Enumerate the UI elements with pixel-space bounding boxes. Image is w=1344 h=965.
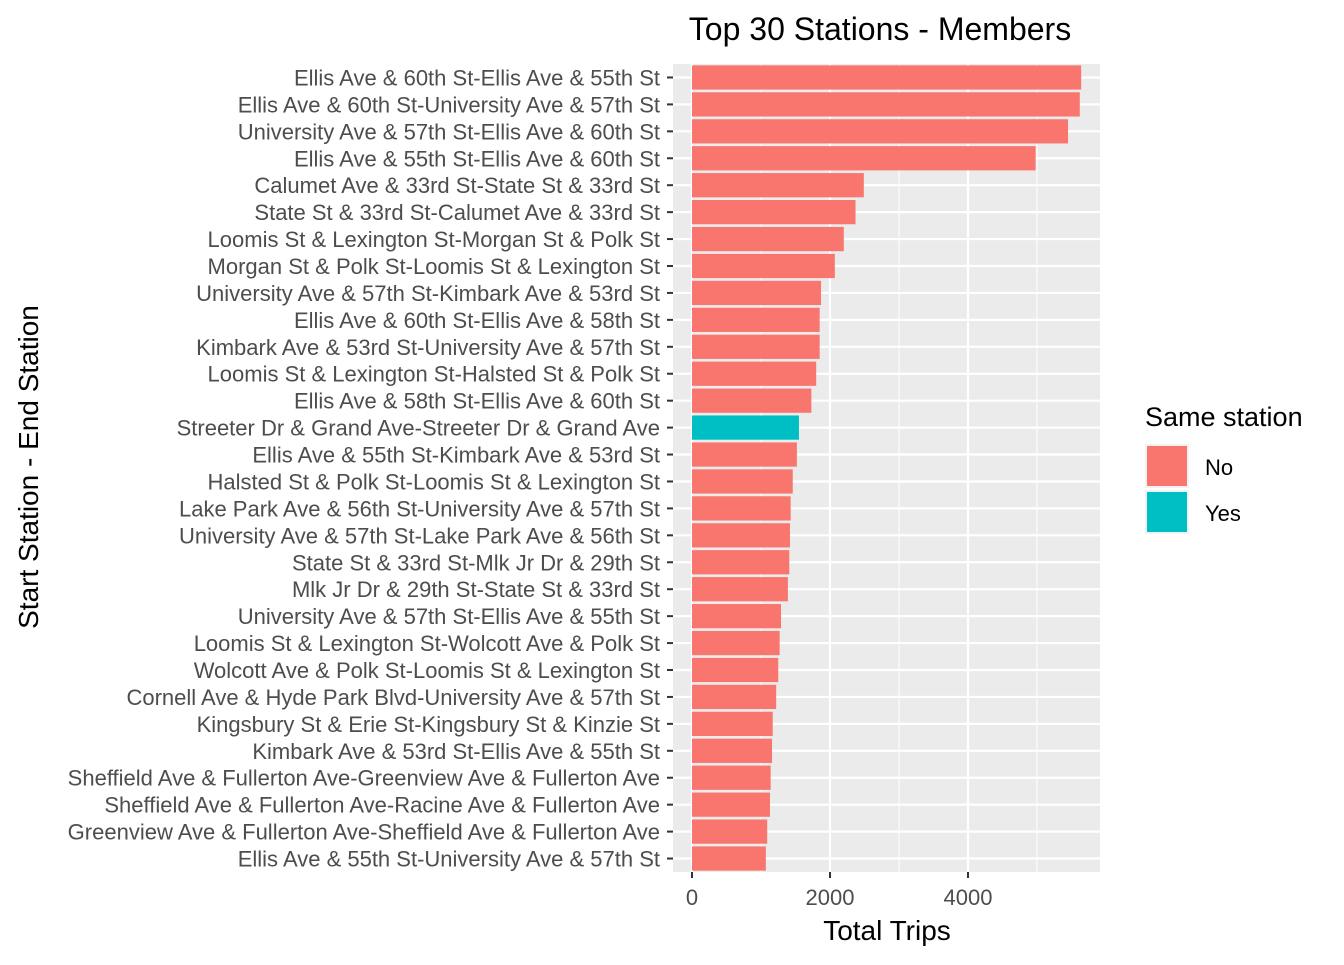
y-axis-label: Start Station - End Station	[13, 305, 44, 629]
x-axis: 0 2000 4000	[686, 872, 993, 910]
bar	[692, 226, 844, 252]
y-tick-label: University Ave & 57th St-Kimbark Ave & 5…	[196, 281, 660, 306]
bar	[692, 819, 768, 844]
y-tick-label: University Ave & 57th St-Lake Park Ave &…	[179, 523, 660, 548]
y-tick-label: Ellis Ave & 55th St-University Ave & 57t…	[238, 847, 660, 872]
legend-key-swatch	[1147, 492, 1187, 532]
bar	[692, 415, 799, 440]
bar	[692, 523, 790, 548]
y-tick-label: Mlk Jr Dr & 29th St-State St & 33rd St	[292, 577, 660, 602]
bar	[692, 361, 817, 386]
bars-group	[692, 65, 1082, 871]
bar	[692, 173, 864, 198]
bar	[692, 792, 770, 817]
legend-label: No	[1205, 455, 1233, 480]
y-tick-label: Ellis Ave & 58th St-Ellis Ave & 60th St	[294, 389, 660, 414]
y-tick-label: Loomis St & Lexington St-Morgan St & Pol…	[208, 227, 660, 252]
bar	[692, 550, 790, 575]
bar	[692, 496, 791, 521]
y-tick-label: Kimbark Ave & 53rd St-Ellis Ave & 55th S…	[252, 739, 660, 764]
chart-title: Top 30 Stations - Members	[689, 11, 1071, 47]
bar	[692, 469, 793, 494]
bar	[692, 307, 820, 332]
y-tick-label: University Ave & 57th St-Ellis Ave & 55t…	[238, 604, 660, 629]
y-tick-label: Loomis St & Lexington St-Halsted St & Po…	[208, 362, 660, 387]
y-tick-label: Kingsbury St & Erie St-Kingsbury St & Ki…	[197, 712, 660, 737]
y-tick-label: Sheffield Ave & Fullerton Ave-Racine Ave…	[104, 793, 660, 818]
y-axis: Ellis Ave & 60th St-Ellis Ave & 55th StE…	[68, 65, 673, 872]
bar	[692, 388, 812, 413]
bar	[692, 657, 779, 683]
y-tick-label: Morgan St & Polk St-Loomis St & Lexingto…	[208, 254, 660, 279]
x-tick-label: 0	[686, 885, 698, 910]
bar	[692, 442, 797, 467]
bar	[692, 846, 766, 871]
bar	[692, 146, 1036, 171]
y-tick-label: Ellis Ave & 60th St-Ellis Ave & 55th St	[294, 65, 660, 90]
bar	[692, 604, 782, 629]
legend: Same station No Yes	[1145, 402, 1303, 534]
bar	[692, 684, 777, 710]
y-tick-label: Greenview Ave & Fullerton Ave-Sheffield …	[68, 820, 660, 845]
bar	[692, 765, 771, 790]
bar	[692, 711, 773, 736]
bar	[692, 630, 780, 656]
y-tick-label: Kimbark Ave & 53rd St-University Ave & 5…	[196, 335, 660, 360]
y-tick-label: Ellis Ave & 60th St-University Ave & 57t…	[238, 92, 660, 117]
y-tick-label: University Ave & 57th St-Ellis Ave & 60t…	[238, 119, 660, 144]
y-tick-label: Lake Park Ave & 56th St-University Ave &…	[179, 496, 660, 521]
x-tick-label: 4000	[944, 885, 993, 910]
legend-key-swatch	[1147, 446, 1187, 486]
bar	[692, 92, 1080, 117]
bar	[692, 577, 788, 602]
y-tick-label: Ellis Ave & 55th St-Ellis Ave & 60th St	[294, 146, 660, 171]
legend-label: Yes	[1205, 501, 1241, 526]
x-axis-label: Total Trips	[823, 915, 951, 946]
bar	[692, 280, 822, 306]
bar	[692, 65, 1082, 90]
x-tick-label: 2000	[806, 885, 855, 910]
y-tick-label: Ellis Ave & 55th St-Kimbark Ave & 53rd S…	[252, 443, 660, 468]
y-tick-label: Calumet Ave & 33rd St-State St & 33rd St	[254, 173, 660, 198]
bar	[692, 334, 820, 359]
panel-background	[673, 64, 1100, 872]
y-tick-label: State St & 33rd St-Mlk Jr Dr & 29th St	[292, 550, 660, 575]
y-tick-label: Halsted St & Polk St-Loomis St & Lexingt…	[208, 469, 660, 494]
y-tick-label: Ellis Ave & 60th St-Ellis Ave & 58th St	[294, 308, 660, 333]
y-tick-label: Streeter Dr & Grand Ave-Streeter Dr & Gr…	[177, 416, 660, 441]
bar	[692, 253, 835, 279]
y-tick-label: State St & 33rd St-Calumet Ave & 33rd St	[254, 200, 660, 225]
y-tick-label: Loomis St & Lexington St-Wolcott Ave & P…	[194, 631, 660, 656]
legend-title: Same station	[1145, 402, 1303, 432]
y-tick-label: Wolcott Ave & Polk St-Loomis St & Lexing…	[194, 658, 660, 683]
y-tick-label: Cornell Ave & Hyde Park Blvd-University …	[126, 685, 660, 710]
bar	[692, 200, 856, 225]
bar	[692, 738, 773, 763]
bar	[692, 119, 1069, 144]
y-tick-label: Sheffield Ave & Fullerton Ave-Greenview …	[68, 766, 660, 791]
